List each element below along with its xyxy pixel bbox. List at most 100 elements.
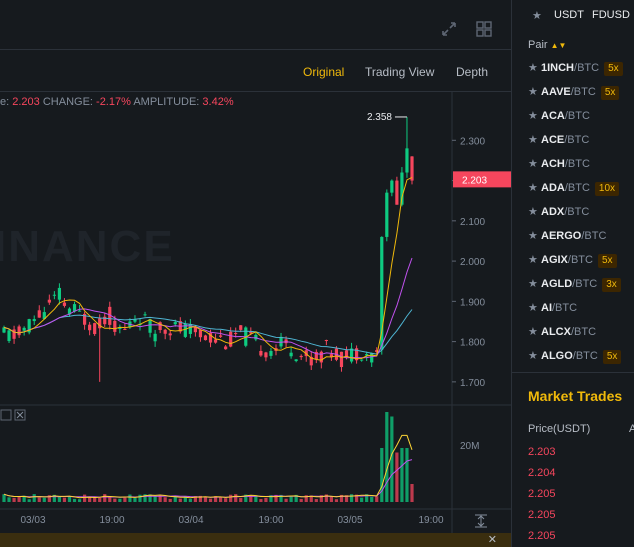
volume-bar	[113, 498, 117, 502]
volume-bar	[52, 494, 56, 502]
amplitude-label: AMPLITUDE:	[133, 96, 200, 108]
price-column-header: Price(USDT)	[528, 423, 591, 435]
candlestick-chart[interactable]: 2.3002.2002.1002.0001.9001.8001.7002.358…	[0, 92, 511, 533]
pair-row[interactable]: ★ ACH/BTC	[512, 152, 634, 176]
pair-quote: /BTC	[574, 62, 600, 74]
volume-bar	[47, 495, 51, 502]
candle-body	[47, 299, 51, 303]
trade-price: 2.203	[528, 446, 556, 458]
pair-base: AGLD	[541, 278, 573, 290]
axis-scale-icon[interactable]	[475, 514, 487, 528]
pair-row[interactable]: ★ AI/BTC	[512, 296, 634, 320]
pair-row[interactable]: ★ ACE/BTC	[512, 128, 634, 152]
pair-column-header[interactable]: Pair ▲▼	[528, 39, 566, 51]
candle-body	[133, 319, 137, 322]
favorite-star-icon[interactable]: ★	[528, 134, 538, 146]
filter-usdt[interactable]: USDT	[554, 9, 584, 21]
pair-name: ADA/BTC 10x	[541, 182, 620, 196]
pair-base: AAVE	[541, 86, 571, 98]
favorite-star-icon[interactable]: ★	[528, 110, 538, 122]
pair-base: ALCX	[541, 326, 571, 338]
leverage-badge: 5x	[604, 62, 623, 76]
current-price-tag	[453, 171, 511, 188]
volume-bar	[380, 448, 384, 502]
favorite-star-icon[interactable]: ★	[528, 182, 538, 194]
x-tick-label: 19:00	[418, 515, 443, 526]
volume-bar	[299, 498, 303, 502]
favorite-star-icon[interactable]: ★	[528, 206, 538, 218]
leverage-badge: 3x	[602, 278, 621, 292]
pair-row[interactable]: ★ 1INCH/BTC 5x	[512, 56, 634, 80]
candle-body	[188, 323, 192, 334]
volume-bar	[98, 497, 102, 502]
favorite-star-icon[interactable]: ★	[528, 326, 538, 338]
favorites-star-icon[interactable]: ★	[532, 10, 542, 22]
pair-row[interactable]: ★ AGLD/BTC 3x	[512, 272, 634, 296]
volume-ma-fast-line	[3, 434, 413, 499]
tab-depth[interactable]: Depth	[456, 65, 489, 79]
pair-row[interactable]: ★ ADA/BTC 10x	[512, 176, 634, 200]
pair-list: ★ 1INCH/BTC 5x ★ AAVE/BTC 5x ★ ACA/BTC ★ ACE/BTC ★…	[512, 56, 634, 368]
pair-row[interactable]: ★ ALGO/BTC 5x	[512, 344, 634, 368]
volume-bar	[405, 448, 409, 502]
volume-bar	[93, 497, 97, 502]
pair-row[interactable]: ★ ACA/BTC	[512, 104, 634, 128]
candle-body	[239, 325, 243, 330]
candle-body	[380, 236, 384, 350]
candle-body	[163, 329, 167, 334]
pair-row[interactable]: ★ AGIX/BTC 5x	[512, 248, 634, 272]
candle-body	[410, 156, 414, 181]
volume-bar	[314, 499, 318, 502]
pair-row[interactable]: ★ AERGO/BTC	[512, 224, 634, 248]
favorite-star-icon[interactable]: ★	[528, 350, 538, 362]
candle-body	[395, 180, 399, 205]
fullscreen-icon[interactable]	[440, 20, 458, 38]
tab-original[interactable]: Original	[303, 65, 345, 79]
volume-bar	[284, 498, 288, 502]
favorite-star-icon[interactable]: ★	[528, 158, 538, 170]
volume-bar	[244, 494, 248, 502]
volume-bar	[254, 496, 258, 502]
trade-price: 2.205	[528, 509, 556, 521]
grid-layout-icon[interactable]	[475, 20, 493, 38]
volume-bar	[22, 495, 26, 502]
trade-list: 2.203 2.204 2.205 2.205 2.205	[528, 446, 556, 547]
pair-base: 1INCH	[541, 62, 575, 74]
pair-row[interactable]: ★ AAVE/BTC 5x	[512, 80, 634, 104]
favorite-star-icon[interactable]: ★	[528, 62, 538, 74]
volume-bar	[324, 494, 328, 502]
candle-body	[118, 327, 122, 330]
favorite-star-icon[interactable]: ★	[528, 254, 538, 266]
candle-body	[218, 335, 223, 337]
volume-bar	[334, 499, 339, 502]
candle-body	[269, 350, 273, 356]
favorite-star-icon[interactable]: ★	[528, 302, 538, 314]
ma-fast-line	[3, 176, 413, 361]
chevron-down-icon[interactable]: ✕	[487, 534, 497, 546]
filter-fdusd[interactable]: FDUSD	[592, 9, 630, 21]
volume-bar	[339, 494, 344, 502]
chart-toolbar	[0, 0, 511, 50]
volume-bar	[62, 497, 67, 502]
favorite-star-icon[interactable]: ★	[528, 278, 538, 290]
pair-row[interactable]: ★ ALCX/BTC	[512, 320, 634, 344]
volume-bar	[329, 496, 334, 502]
volume-bar	[158, 495, 162, 502]
candle-body	[52, 294, 56, 296]
leverage-badge: 5x	[600, 86, 620, 100]
favorite-star-icon[interactable]: ★	[528, 230, 538, 242]
leverage-badge: 5x	[597, 254, 617, 268]
volume-bar	[12, 497, 16, 502]
tab-trading-view[interactable]: Trading View	[365, 65, 435, 79]
volume-bar	[2, 494, 6, 502]
volume-bar	[213, 496, 218, 502]
trade-price: 2.204	[528, 467, 556, 479]
volume-bar	[375, 496, 379, 502]
pair-row[interactable]: ★ ADX/BTC	[512, 200, 634, 224]
favorite-star-icon[interactable]: ★	[528, 86, 538, 98]
bottom-panel-strip[interactable]: ✕	[0, 533, 511, 547]
candle-body	[234, 333, 238, 335]
sort-icon[interactable]: ▲▼	[550, 41, 567, 50]
volume-bar	[138, 494, 142, 502]
volume-bar	[42, 497, 46, 502]
